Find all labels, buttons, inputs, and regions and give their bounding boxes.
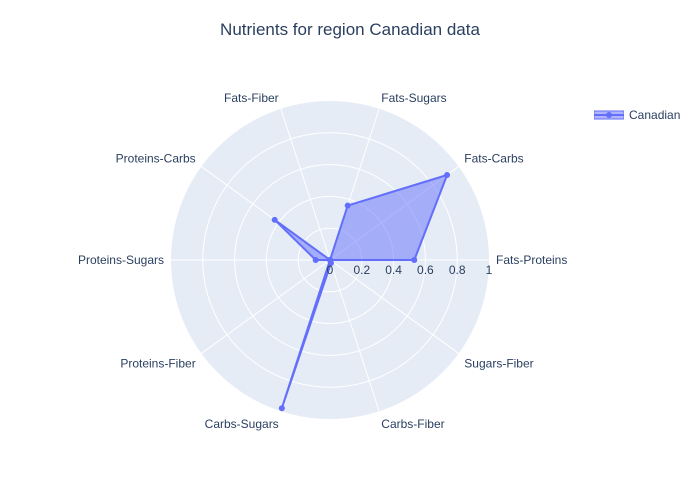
- radial-tick-label: 0.2: [353, 263, 370, 277]
- angular-label: Fats-Sugars: [381, 91, 446, 105]
- angular-label: Proteins-Fiber: [120, 357, 195, 371]
- grid-spoke: [329, 259, 380, 412]
- data-point: [411, 257, 418, 263]
- grid-spoke: [201, 259, 331, 354]
- legend-label: Canadian: [629, 108, 681, 122]
- radial-tick-label: 1: [486, 263, 493, 277]
- data-layer: [271, 171, 451, 412]
- data-point: [278, 405, 285, 412]
- chart-title: Nutrients for region Canadian data: [220, 20, 480, 39]
- data-point: [444, 171, 451, 178]
- angular-label: Carbs-Sugars: [205, 417, 279, 431]
- data-point: [344, 202, 351, 209]
- grid-spoke: [329, 259, 459, 354]
- angular-label: Proteins-Sugars: [78, 253, 164, 267]
- legend-swatch-icon: [594, 110, 624, 120]
- angular-label: Fats-Carbs: [464, 151, 523, 165]
- radial-tick-label: 0.4: [385, 263, 402, 277]
- angular-label: Sugars-Fiber: [464, 357, 533, 371]
- data-point: [271, 216, 278, 223]
- angular-label: Fats-Fiber: [224, 91, 279, 105]
- label-layer: Fats-Proteins Fats-Carbs Fats-Sugars Fats-F…: [78, 91, 567, 431]
- angular-label: Proteins-Carbs: [116, 151, 196, 165]
- grid-spoke: [280, 108, 331, 261]
- angular-label: Carbs-Fiber: [381, 417, 444, 431]
- angular-label: Fats-Proteins: [496, 253, 567, 267]
- legend[interactable]: Canadian: [594, 106, 680, 124]
- data-point: [327, 257, 333, 263]
- data-point: [312, 257, 319, 263]
- radial-tick-label: 0: [327, 263, 334, 277]
- radial-tick-label: 0.8: [449, 263, 466, 277]
- radial-tick-label: 0.6: [417, 263, 434, 277]
